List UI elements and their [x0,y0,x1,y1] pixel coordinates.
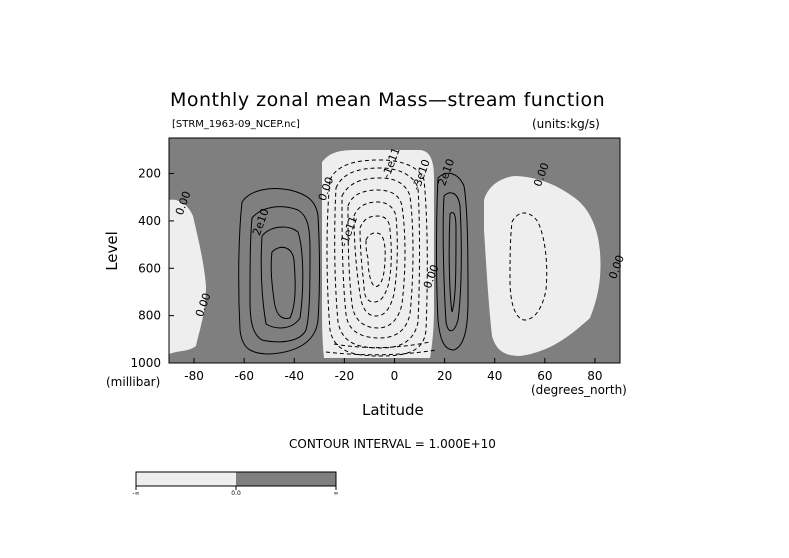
contour-interval-label: CONTOUR INTERVAL = 1.000E+10 [289,437,496,451]
plot-area [169,138,620,363]
colorbar-tick-label: ∞ [334,490,339,497]
x-axis-label: Latitude [362,401,424,419]
x-tick-label: 80 [587,369,602,383]
colorbar-positive-swatch [236,472,336,486]
x-tick-label: -60 [234,369,254,383]
y-tick-label: 1000 [130,356,161,370]
y-tick-label: 200 [138,167,161,181]
x-tick-label: 20 [437,369,452,383]
x-tick-label: 40 [487,369,502,383]
negative-contours [325,159,548,357]
colorbar-tick-label: -∞ [132,490,139,497]
x-tick-label: -20 [335,369,355,383]
y-tick-label: 800 [138,309,161,323]
y-axis-units: (millibar) [106,375,161,389]
x-tick-label: 60 [537,369,552,383]
x-tick-label: -80 [184,369,204,383]
colorbar-ticks: -∞ 0.0 ∞ [132,486,339,497]
chart-title: Monthly zonal mean Mass—stream function [170,89,606,111]
units-label: (units:kg/s) [532,117,600,131]
x-axis-ticks: -80 -60 -40 -20 0 20 40 60 80 [184,358,603,383]
negative-region-nh [484,176,601,356]
colorbar-negative-swatch [136,472,236,486]
x-axis-units: (degrees_north) [531,383,627,397]
y-tick-label: 400 [138,214,161,228]
source-file-label: [STRM_1963-09_NCEP.nc] [172,119,300,130]
y-tick-label: 600 [138,261,161,275]
colorbar-tick-label: 0.0 [231,490,241,497]
x-tick-label: -40 [284,369,304,383]
negative-region-sh [169,199,206,354]
negative-region-tropics [322,150,434,358]
y-axis-label: Level [102,231,121,271]
y-axis-ticks: 200 400 600 800 1000 [130,167,174,370]
x-tick-label: 0 [391,369,399,383]
positive-contours [238,172,469,355]
colorbar: -∞ 0.0 ∞ [132,471,339,497]
